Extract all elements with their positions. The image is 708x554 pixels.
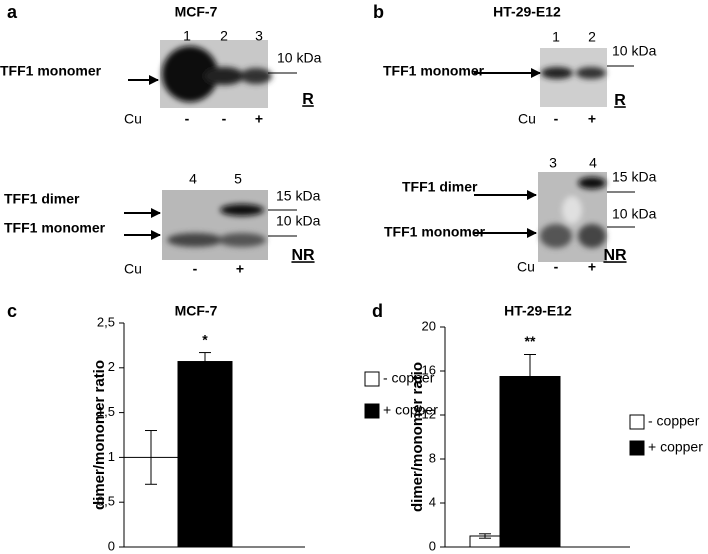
y-axis-label: dimer/monomer ratio [91, 360, 108, 510]
size-marker: 15 kDa [612, 169, 657, 185]
lane-number: 4 [189, 171, 197, 187]
chart-title: MCF-7 [175, 303, 218, 319]
panel-letter: d [372, 301, 383, 321]
y-tick-label: 1 [108, 449, 115, 464]
legend-label: - copper [648, 413, 700, 429]
cu-sign: - [185, 111, 190, 127]
y-tick-label: 16 [422, 362, 436, 377]
y-tick-label: 20 [422, 318, 436, 333]
cu-sign: + [255, 111, 263, 127]
y-axis-label: dimer/monomer ratio [409, 362, 426, 512]
blot-b-r [540, 48, 607, 107]
chart-title: HT-29-E12 [504, 303, 572, 319]
size-marker: 10 kDa [612, 43, 657, 59]
band-label: TFF1 monomer [4, 220, 106, 236]
panel-title: HT-29-E12 [493, 4, 561, 20]
panel-letter: b [373, 2, 384, 22]
lane-number: 2 [588, 29, 596, 45]
size-marker: 15 kDa [276, 188, 321, 204]
cu-sign: - [554, 259, 559, 275]
legend-swatch [364, 403, 380, 419]
cu-sign: - [222, 111, 227, 127]
lane-number: 3 [255, 28, 263, 44]
condition: NR [291, 247, 315, 264]
lane-number: 1 [552, 29, 560, 45]
y-tick-label: 2 [108, 359, 115, 374]
y-tick-label: 0,5 [97, 494, 115, 509]
cu-label: Cu [124, 111, 142, 127]
lane-number: 4 [589, 155, 597, 171]
legend-label: + copper [383, 402, 438, 418]
lane-number: 2 [220, 28, 228, 44]
size-marker: 10 kDa [612, 206, 657, 222]
significance: ** [525, 333, 536, 349]
size-marker: 10 kDa [277, 50, 322, 66]
condition: NR [603, 247, 627, 264]
lane-number: 5 [234, 171, 242, 187]
blot-a-r [160, 40, 272, 108]
legend-label: - copper [383, 370, 435, 386]
cu-label: Cu [124, 261, 142, 277]
panel-title: MCF-7 [175, 4, 218, 20]
y-tick-label: 8 [429, 450, 436, 465]
cu-label: Cu [518, 111, 536, 127]
y-tick-label: 0 [429, 538, 436, 553]
band-label: TFF1 monomer [383, 63, 485, 79]
y-tick-label: 12 [422, 406, 436, 421]
marker-lines [268, 65, 635, 237]
y-tick-label: 2,5 [97, 314, 115, 329]
cu-sign: - [554, 111, 559, 127]
legend-label: + copper [648, 439, 703, 455]
band-label: TFF1 dimer [402, 179, 478, 195]
band-label: TFF1 dimer [4, 191, 80, 207]
bar [177, 361, 233, 548]
blot-a-nr [162, 190, 268, 260]
legend-swatch [364, 371, 380, 387]
arrows [124, 68, 541, 240]
cu-sign: + [236, 261, 244, 277]
panel-letter: c [7, 301, 17, 321]
panel-letter: a [7, 2, 18, 22]
bar [499, 376, 561, 548]
band-label: TFF1 monomer [384, 224, 486, 240]
size-marker: 10 kDa [276, 213, 321, 229]
y-tick-label: 1,5 [97, 404, 115, 419]
y-tick-label: 4 [429, 494, 436, 509]
lane-number: 3 [549, 155, 557, 171]
cu-label: Cu [517, 259, 535, 275]
cu-sign: + [588, 111, 596, 127]
band-label: TFF1 monomer [0, 63, 102, 79]
significance: * [202, 331, 208, 347]
lane-number: 1 [183, 28, 191, 44]
condition: R [614, 92, 626, 109]
condition: R [302, 91, 314, 108]
blot-b-nr [538, 172, 607, 262]
legend-swatch [629, 440, 645, 456]
legend-swatch [629, 414, 645, 430]
cu-sign: + [588, 259, 596, 275]
cu-sign: - [193, 261, 198, 277]
y-tick-label: 0 [108, 538, 115, 553]
